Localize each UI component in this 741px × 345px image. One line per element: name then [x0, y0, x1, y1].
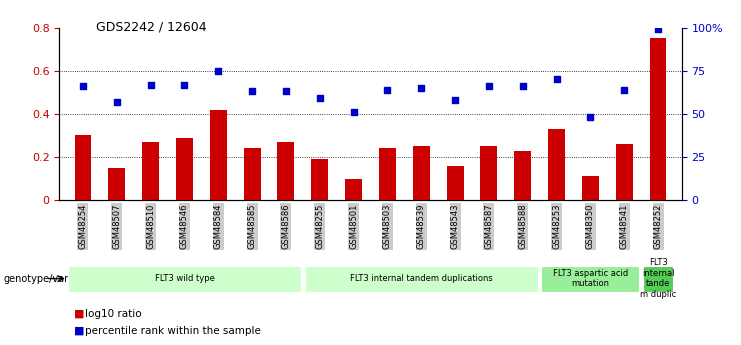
Text: GSM48541: GSM48541 [619, 204, 628, 249]
Text: GSM48587: GSM48587 [485, 204, 494, 249]
Bar [311, 159, 328, 200]
Bar [480, 146, 497, 200]
Point [280, 89, 292, 94]
Bar [176, 138, 193, 200]
Text: FLT3 internal tandem duplications: FLT3 internal tandem duplications [350, 274, 493, 283]
Text: GSM48501: GSM48501 [349, 204, 358, 249]
Point [179, 82, 190, 87]
Text: ■: ■ [74, 309, 84, 319]
Bar [75, 136, 91, 200]
Point [483, 83, 495, 89]
Text: GDS2242 / 12604: GDS2242 / 12604 [96, 21, 207, 34]
Text: GSM48584: GSM48584 [213, 204, 223, 249]
Point [551, 77, 562, 82]
Bar [379, 148, 396, 200]
Point [144, 82, 156, 87]
Bar [582, 176, 599, 200]
Point [382, 87, 393, 92]
Text: GSM48350: GSM48350 [586, 204, 595, 249]
Point [111, 99, 123, 105]
Point [213, 68, 225, 73]
Bar [650, 38, 666, 200]
Bar [345, 179, 362, 200]
Bar [244, 148, 261, 200]
Point [618, 87, 630, 92]
Bar [514, 150, 531, 200]
Text: GSM48588: GSM48588 [518, 204, 528, 249]
Text: GSM48510: GSM48510 [146, 204, 155, 249]
Point [585, 115, 597, 120]
Text: GSM48503: GSM48503 [383, 204, 392, 249]
Text: GSM48255: GSM48255 [315, 204, 325, 249]
Bar [277, 142, 294, 200]
Text: GSM48253: GSM48253 [552, 204, 561, 249]
Text: GSM48539: GSM48539 [416, 204, 426, 249]
Point [652, 27, 664, 32]
Point [449, 97, 461, 103]
Bar [210, 110, 227, 200]
Text: GSM48543: GSM48543 [451, 204, 459, 249]
Text: GSM48585: GSM48585 [247, 204, 256, 249]
Point [516, 83, 528, 89]
Bar [447, 166, 464, 200]
Text: FLT3
internal
tande
m duplic: FLT3 internal tande m duplic [640, 258, 677, 299]
Text: GSM48252: GSM48252 [654, 204, 662, 249]
Text: GSM48546: GSM48546 [180, 204, 189, 249]
Bar [548, 129, 565, 200]
Point [77, 83, 89, 89]
Text: GSM48254: GSM48254 [79, 204, 87, 249]
Bar [616, 144, 633, 200]
Point [348, 109, 359, 115]
Point [314, 96, 326, 101]
Text: FLT3 wild type: FLT3 wild type [155, 274, 214, 283]
Text: GSM48586: GSM48586 [282, 204, 290, 249]
Text: ■: ■ [74, 326, 84, 335]
Point [415, 85, 427, 91]
Text: genotype/variation: genotype/variation [4, 274, 96, 284]
Bar [142, 142, 159, 200]
Text: log10 ratio: log10 ratio [85, 309, 142, 319]
Point [246, 89, 258, 94]
Text: FLT3 aspartic acid
mutation: FLT3 aspartic acid mutation [553, 269, 628, 288]
Bar [413, 146, 430, 200]
Text: GSM48507: GSM48507 [113, 204, 122, 249]
Bar [108, 168, 125, 200]
Text: percentile rank within the sample: percentile rank within the sample [85, 326, 261, 335]
